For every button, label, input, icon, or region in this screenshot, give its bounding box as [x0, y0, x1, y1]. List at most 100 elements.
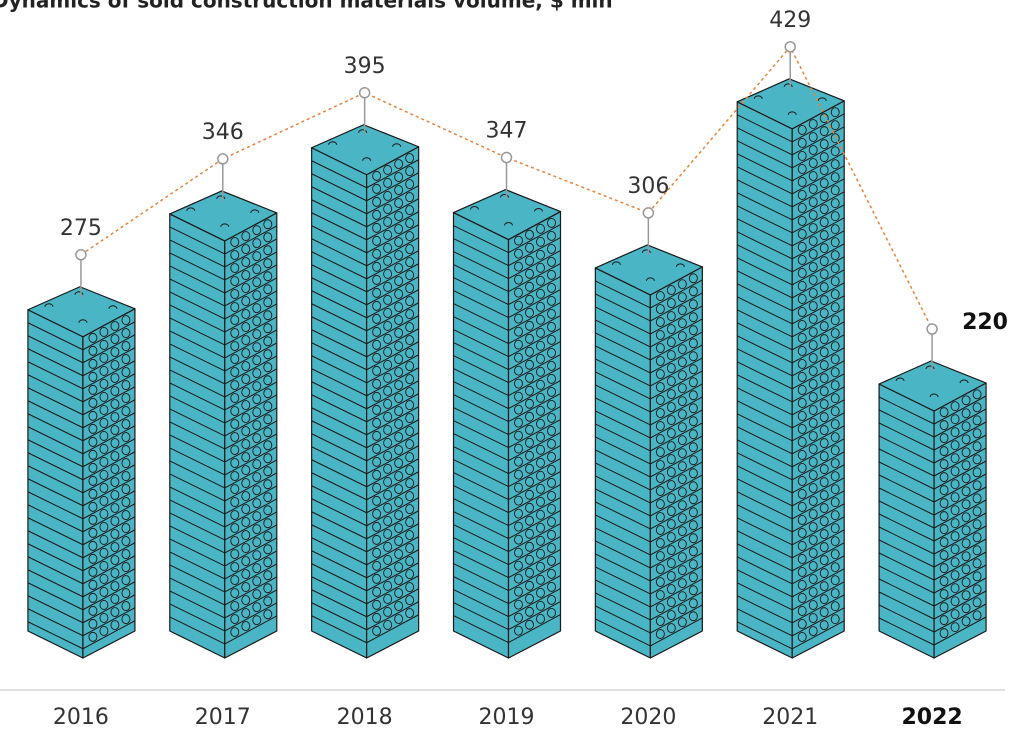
hole — [677, 526, 687, 537]
hole — [263, 271, 273, 282]
hole — [514, 521, 523, 532]
layer-line — [878, 461, 935, 490]
layer-line — [736, 387, 793, 416]
hole — [383, 203, 393, 214]
hole — [372, 443, 382, 454]
hole — [797, 424, 807, 434]
layer-line — [366, 198, 419, 228]
hole — [514, 391, 523, 402]
hole — [819, 373, 829, 384]
layer-line — [311, 394, 367, 423]
hole — [405, 244, 415, 255]
hole — [688, 325, 698, 336]
hole — [88, 553, 98, 564]
hole — [514, 469, 523, 480]
layer-line — [169, 486, 226, 515]
layer-line — [453, 472, 509, 500]
layer-line — [508, 263, 561, 292]
hole — [514, 352, 523, 363]
layer-line — [878, 539, 935, 568]
layer-line — [791, 438, 845, 468]
hole — [241, 361, 251, 372]
hole — [808, 431, 818, 441]
hole — [394, 250, 404, 260]
hole — [394, 224, 404, 234]
layer-line — [791, 113, 845, 143]
hole — [939, 459, 949, 470]
hole — [372, 235, 382, 246]
hole — [808, 626, 818, 636]
hole — [808, 392, 818, 402]
hole — [383, 554, 393, 565]
layer-line — [508, 250, 561, 279]
layer-line — [453, 264, 509, 292]
layer-line — [650, 461, 703, 491]
hole — [514, 534, 523, 545]
layer-line — [791, 217, 845, 247]
hole — [950, 401, 960, 412]
hole — [677, 422, 687, 433]
layer-line — [27, 439, 84, 468]
hole — [230, 432, 240, 442]
hole — [830, 354, 840, 365]
hole — [666, 415, 676, 426]
hole — [677, 500, 687, 511]
hole — [655, 343, 665, 353]
stack-top-face — [452, 188, 562, 241]
hole — [405, 413, 415, 424]
hole — [655, 434, 665, 444]
hole — [99, 352, 109, 363]
stack-right-face — [791, 100, 845, 659]
layer-line — [453, 615, 509, 643]
layer-line — [224, 277, 278, 307]
hole — [372, 404, 382, 415]
value-label: 429 — [769, 8, 811, 33]
hole — [525, 606, 534, 617]
hole — [405, 387, 415, 398]
hole — [547, 529, 556, 540]
hole — [252, 433, 262, 444]
layer-line — [311, 199, 367, 228]
hole — [797, 281, 807, 291]
hole — [972, 532, 982, 543]
hole — [372, 573, 382, 584]
layer-line — [366, 224, 419, 254]
hole — [655, 525, 665, 535]
hole — [547, 607, 556, 618]
layer-line — [453, 225, 509, 253]
hole — [666, 376, 676, 387]
layer-line — [169, 577, 226, 606]
hole — [808, 119, 818, 129]
hole — [372, 365, 382, 376]
hole — [121, 432, 131, 443]
hole — [121, 445, 131, 456]
layer-line — [366, 263, 419, 293]
layer-line — [878, 591, 935, 620]
layer-line — [508, 497, 561, 526]
layer-line — [736, 270, 793, 299]
hole — [808, 483, 818, 493]
hole — [230, 484, 240, 494]
layer-line — [224, 589, 278, 619]
hole — [405, 153, 415, 164]
layer-line — [650, 357, 703, 387]
hole — [536, 236, 545, 247]
layer-line — [595, 514, 651, 543]
hole — [797, 515, 807, 525]
layer-line — [508, 510, 561, 539]
hole — [666, 337, 676, 348]
hole — [797, 255, 807, 265]
hole — [819, 477, 829, 488]
layer-line — [791, 503, 845, 533]
layer-line — [366, 393, 419, 423]
hole — [372, 196, 382, 207]
layer-line — [366, 601, 419, 631]
layer-line — [169, 616, 226, 645]
layer-line — [224, 420, 278, 450]
hole — [121, 354, 131, 365]
hole — [383, 567, 393, 578]
layer-line — [27, 543, 84, 572]
layer-line — [169, 304, 226, 333]
layer-line — [453, 368, 509, 396]
hole — [241, 309, 251, 320]
